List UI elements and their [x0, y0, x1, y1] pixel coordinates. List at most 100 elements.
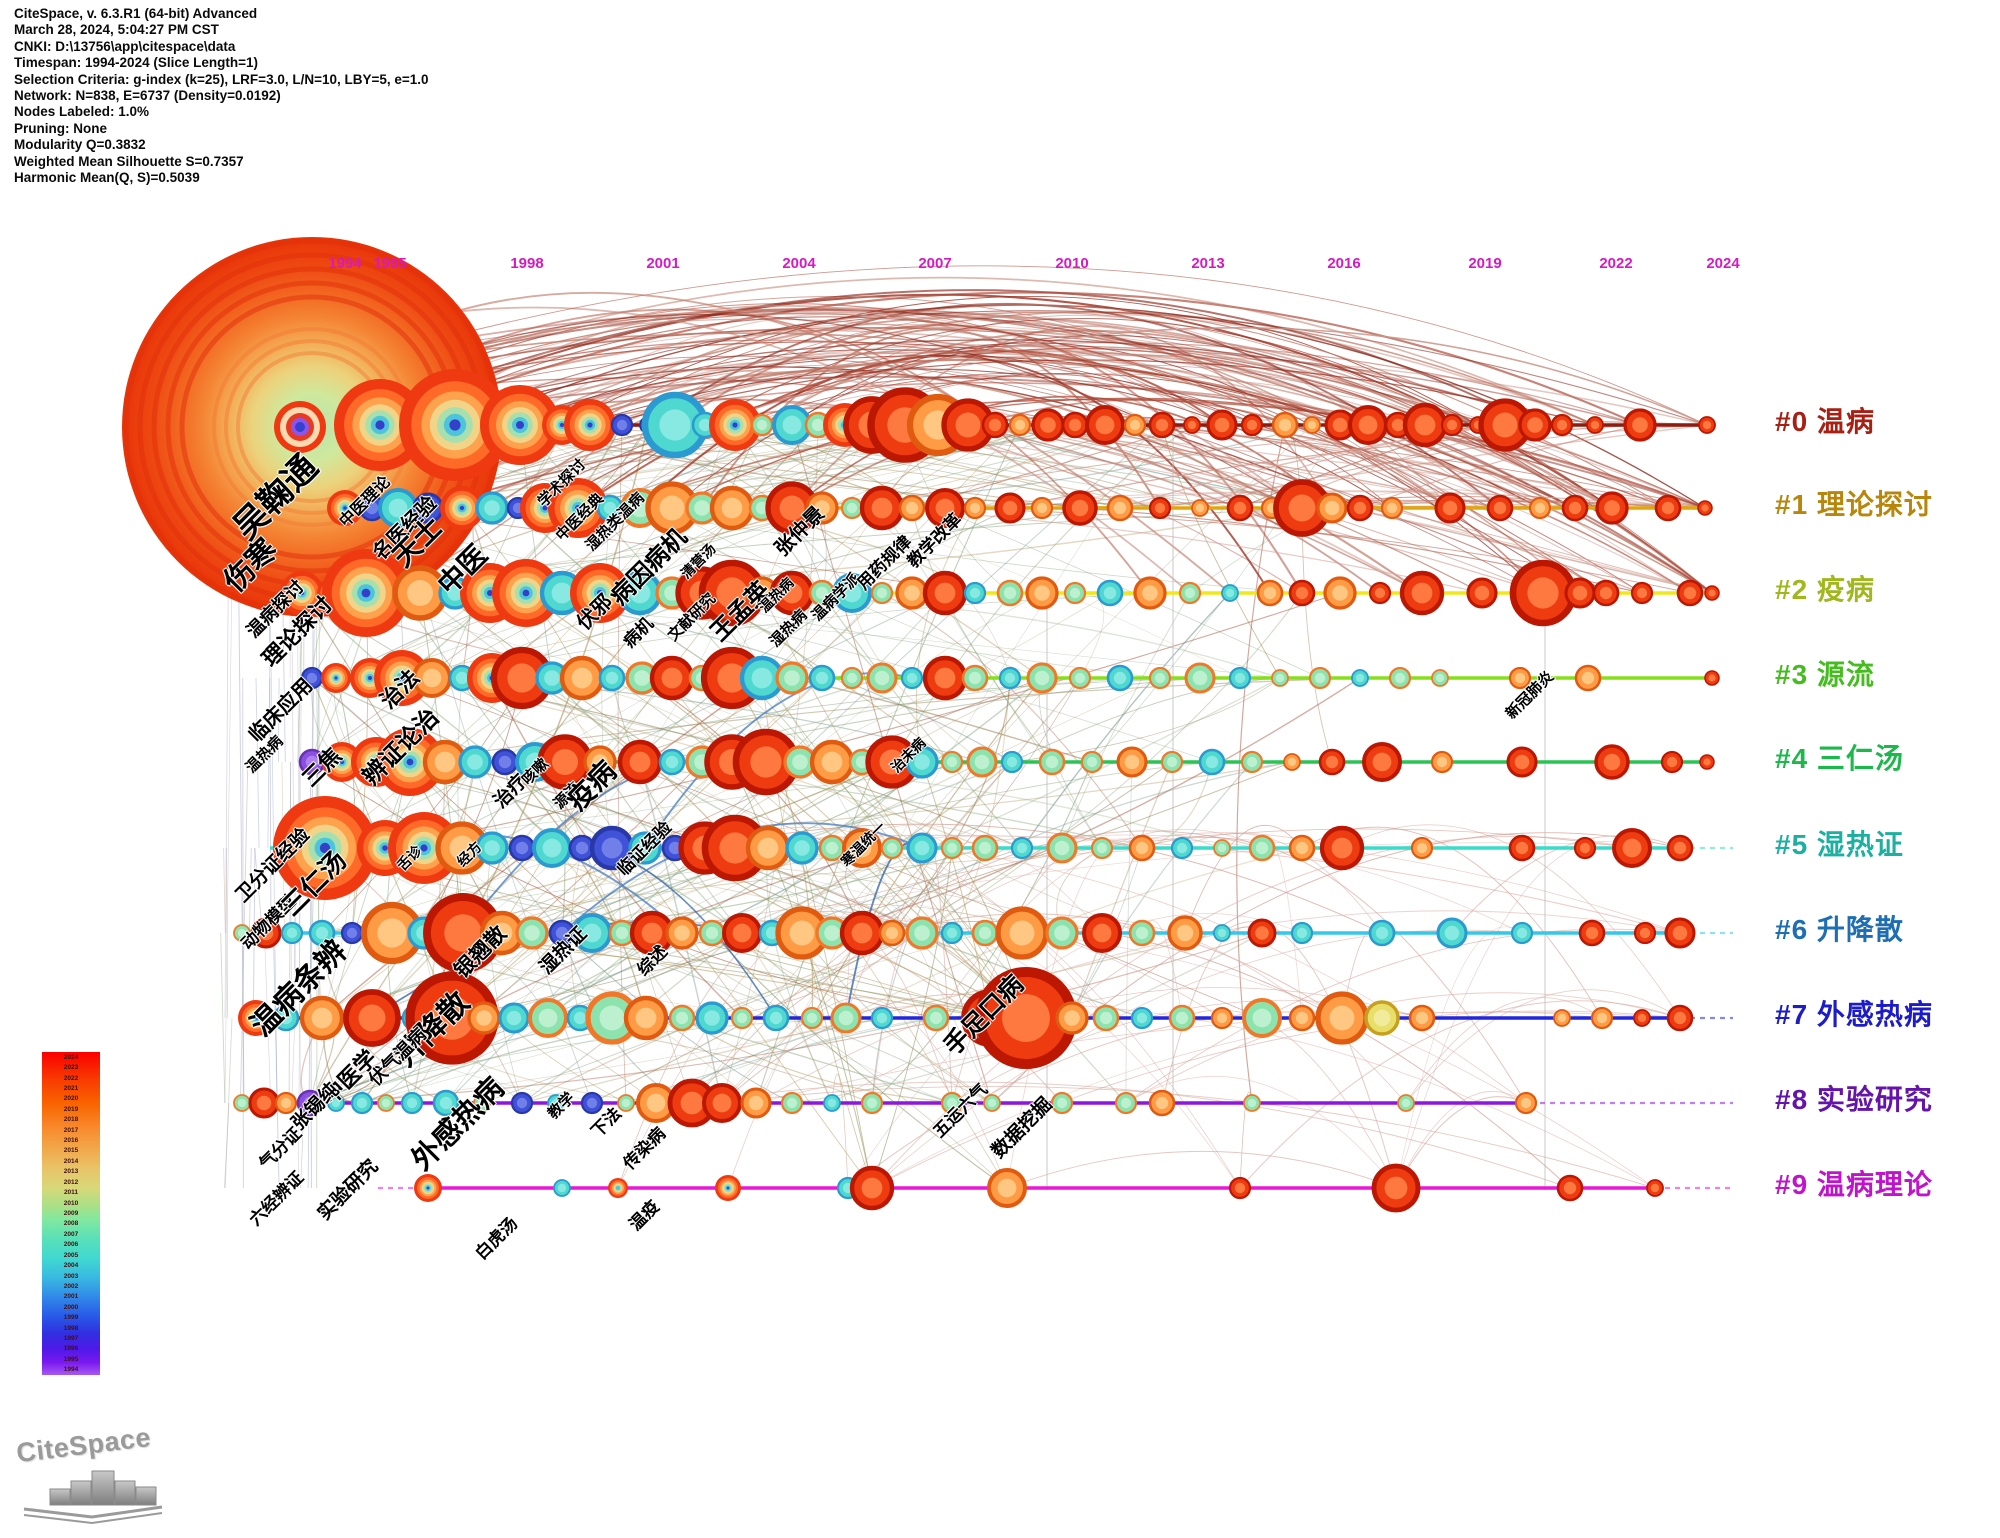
timeline-node[interactable] [842, 828, 882, 868]
timeline-node[interactable] [963, 581, 987, 605]
timeline-node[interactable] [832, 573, 872, 613]
timeline-node[interactable] [1324, 409, 1356, 441]
timeline-node[interactable] [1168, 1004, 1196, 1032]
timeline-node[interactable] [1510, 921, 1534, 945]
timeline-node[interactable] [1564, 577, 1596, 609]
timeline-node[interactable] [1106, 664, 1134, 692]
timeline-node[interactable] [961, 664, 989, 692]
timeline-node[interactable] [515, 916, 549, 950]
timeline-node[interactable] [1221, 584, 1239, 602]
timeline-node[interactable] [1183, 416, 1201, 434]
timeline-node[interactable] [1050, 1091, 1074, 1115]
timeline-node[interactable] [1130, 1006, 1154, 1030]
timeline-node[interactable] [1371, 1163, 1421, 1213]
timeline-node[interactable] [695, 1001, 729, 1035]
timeline-node[interactable] [971, 834, 999, 862]
timeline-node[interactable] [238, 1000, 274, 1036]
timeline-node[interactable] [940, 1091, 964, 1115]
timeline-node[interactable] [895, 576, 929, 610]
timeline-node[interactable] [475, 831, 509, 865]
timeline-node[interactable] [327, 490, 363, 526]
timeline-node[interactable] [1085, 405, 1125, 445]
timeline-node[interactable] [1213, 924, 1231, 942]
timeline-node[interactable] [1008, 413, 1032, 437]
timeline-node[interactable] [940, 921, 964, 945]
timeline-node[interactable] [1031, 408, 1065, 442]
timeline-node[interactable] [668, 1004, 696, 1032]
timeline-node[interactable] [1561, 494, 1589, 522]
timeline-node[interactable] [378, 488, 418, 528]
timeline-node[interactable] [1697, 500, 1713, 516]
timeline-node[interactable] [808, 664, 836, 692]
timeline-node[interactable] [1128, 919, 1156, 947]
timeline-node[interactable] [995, 906, 1049, 960]
timeline-node[interactable] [1553, 1009, 1571, 1027]
timeline-node[interactable] [922, 1004, 950, 1032]
cluster-label-3[interactable]: #3 源流 [1775, 659, 1875, 690]
timeline-node[interactable] [1364, 1000, 1400, 1036]
cluster-label-4[interactable]: #4 三仁汤 [1775, 743, 1904, 774]
timeline-node[interactable] [805, 491, 839, 525]
timeline-node[interactable] [1213, 839, 1231, 857]
timeline-node[interactable] [473, 1094, 491, 1112]
cluster-label-9[interactable]: #9 温病理论 [1775, 1169, 1933, 1200]
timeline-node[interactable] [553, 1179, 571, 1197]
timeline-node[interactable] [745, 825, 791, 871]
timeline-node[interactable] [1283, 753, 1301, 771]
timeline-node[interactable] [1191, 499, 1209, 517]
timeline-node[interactable] [1106, 494, 1134, 522]
timeline-node[interactable] [322, 549, 410, 637]
timeline-node[interactable] [548, 478, 608, 538]
timeline-node[interactable] [685, 491, 719, 525]
timeline-node[interactable] [458, 745, 492, 779]
timeline-node[interactable] [564, 399, 616, 451]
timeline-node[interactable] [925, 488, 965, 528]
timeline-node[interactable] [998, 666, 1022, 690]
timeline-node[interactable] [1210, 1006, 1234, 1030]
timeline-node[interactable] [1351, 669, 1369, 687]
timeline-node[interactable] [1518, 408, 1552, 442]
timeline-node[interactable] [580, 1091, 604, 1115]
timeline-node[interactable] [1114, 1091, 1138, 1115]
timeline-node[interactable] [272, 1004, 300, 1032]
timeline-node[interactable] [1704, 670, 1720, 686]
timeline-node[interactable] [1116, 746, 1148, 778]
timeline-node[interactable] [1573, 836, 1597, 860]
timeline-node[interactable] [405, 971, 499, 1065]
timeline-node[interactable] [1508, 834, 1536, 862]
timeline-node[interactable] [1434, 492, 1466, 524]
timeline-node[interactable] [941, 398, 995, 452]
timeline-node[interactable] [1256, 579, 1284, 607]
timeline-node[interactable] [709, 399, 761, 451]
timeline-node[interactable] [510, 1091, 534, 1115]
timeline-node[interactable] [762, 1004, 790, 1032]
timeline-node[interactable] [1198, 748, 1226, 776]
timeline-node[interactable] [308, 919, 336, 947]
timeline-node[interactable] [608, 1178, 628, 1198]
timeline-node[interactable] [1128, 834, 1156, 862]
timeline-node[interactable] [649, 655, 695, 701]
timeline-node[interactable] [1556, 1174, 1584, 1202]
timeline-node[interactable] [840, 496, 864, 520]
timeline-node[interactable] [645, 481, 699, 535]
timeline-node[interactable] [1666, 834, 1694, 862]
timeline-node[interactable] [1664, 917, 1696, 949]
timeline-node[interactable] [1676, 579, 1704, 607]
timeline-node[interactable] [376, 728, 444, 796]
timeline-node[interactable] [548, 919, 576, 947]
timeline-node[interactable] [1290, 921, 1314, 945]
timeline-node[interactable] [1010, 836, 1034, 860]
timeline-node[interactable] [617, 1094, 635, 1112]
timeline-node[interactable] [775, 661, 809, 695]
timeline-node[interactable] [745, 576, 779, 610]
timeline-node[interactable] [1184, 662, 1216, 694]
timeline-node[interactable] [625, 661, 659, 695]
timeline-node[interactable] [1699, 754, 1715, 770]
timeline-node[interactable] [994, 492, 1026, 524]
timeline-node[interactable] [981, 411, 1009, 439]
timeline-node[interactable] [963, 496, 987, 520]
timeline-node[interactable] [358, 494, 386, 522]
timeline-node[interactable] [1397, 1094, 1415, 1112]
timeline-node[interactable] [248, 1087, 280, 1119]
timeline-node[interactable] [334, 379, 426, 471]
